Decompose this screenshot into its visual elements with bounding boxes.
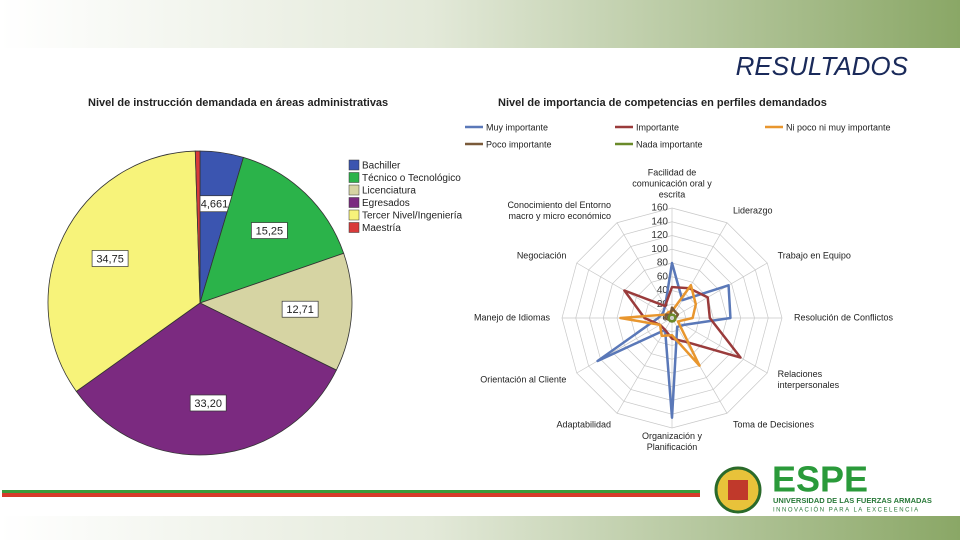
spoke xyxy=(671,262,768,319)
legend-label: Nada importante xyxy=(636,139,703,149)
value-label-box xyxy=(189,394,227,412)
axis-label: Adaptabilidad xyxy=(556,419,611,430)
legend-label: Muy importante xyxy=(486,122,548,132)
legend-label: Egresados xyxy=(362,198,410,209)
axis-label: Manejo de Idiomas xyxy=(473,312,550,323)
legend-label: Bachiller xyxy=(362,161,401,172)
axis-label: Toma de Decisiones xyxy=(733,419,815,430)
pie-title: Nivel de instrucción demandada en áreas … xyxy=(88,97,388,109)
legend-swatch xyxy=(348,222,360,233)
legend-swatch xyxy=(348,184,360,196)
radial-tick-label: 80 xyxy=(657,258,669,269)
radial-tick-label: 40 xyxy=(657,285,669,296)
legend-swatch xyxy=(348,159,360,171)
legend-label: Tercer Nivel/Ingeniería xyxy=(362,211,462,222)
footer-band xyxy=(0,516,960,540)
axis-label: Liderazgo xyxy=(733,205,773,216)
legend-label: Licenciatura xyxy=(362,186,416,197)
legend-label: Ni poco ni muy importante xyxy=(786,122,891,132)
logo-line1: UNIVERSIDAD DE LAS FUERZAS ARMADAS xyxy=(773,496,932,505)
legend-label: Poco importante xyxy=(486,139,552,149)
spoke xyxy=(616,222,673,319)
logo-name: ESPE xyxy=(772,459,868,500)
value-label: 15,25 xyxy=(256,225,284,237)
rule-red xyxy=(2,493,700,497)
series-line xyxy=(667,313,677,323)
spoke xyxy=(671,222,728,319)
value-label: 34,75 xyxy=(96,253,124,265)
rule-green xyxy=(2,490,700,493)
value-label: 4,661 xyxy=(201,199,229,211)
spoke xyxy=(616,317,673,414)
radial-tick-label: 140 xyxy=(651,216,668,227)
pie-slice xyxy=(75,302,337,456)
spoke xyxy=(576,317,673,374)
logo-line2: INNOVACIÓN PARA LA EXCELENCIA xyxy=(773,507,920,514)
axis-label: Trabajo en Equipo xyxy=(777,250,851,261)
axis-label: Organización y Planificación xyxy=(641,431,703,452)
series-line xyxy=(623,285,742,359)
radial-tick-label: 100 xyxy=(651,244,668,255)
value-label-box xyxy=(91,250,129,267)
slide-title: RESULTADOS xyxy=(736,51,909,81)
legend-swatch xyxy=(348,172,360,183)
axis-label: Orientación al Cliente xyxy=(480,374,567,385)
value-label: 33,20 xyxy=(194,398,222,410)
legend-label: Maestría xyxy=(362,223,401,234)
pie-slice xyxy=(194,150,201,304)
logo: ESPE UNIVERSIDAD DE LAS FUERZAS ARMADAS … xyxy=(714,459,932,514)
radial-tick-label: 160 xyxy=(651,203,668,214)
pie-slice xyxy=(47,150,201,392)
axis-label: Facilidad de comunicación oral y escrita xyxy=(632,167,712,200)
series-line xyxy=(596,261,732,419)
axis-label: Negociación xyxy=(516,250,567,261)
value-label-box xyxy=(251,222,288,239)
pie-slice xyxy=(198,252,353,371)
radial-tick-label: 120 xyxy=(651,230,668,241)
legend-swatch xyxy=(348,197,360,208)
legend-swatch xyxy=(348,209,360,221)
axis-label: Relaciones interpersonales xyxy=(777,369,840,390)
legend-label: Técnico o Tecnológico xyxy=(362,173,461,184)
spoke xyxy=(671,317,768,374)
radial-tick-label: 60 xyxy=(657,271,669,282)
axis-label: Conocimiento del Entorno macro y micro e… xyxy=(507,199,611,221)
radar-title: Nivel de importancia de competencias en … xyxy=(498,97,827,109)
legend-label: Importante xyxy=(636,122,679,132)
logo-shield xyxy=(728,480,748,500)
axis-label: Resolución de Conflictos xyxy=(794,312,894,323)
value-label-box xyxy=(281,300,319,318)
value-label: 12,71 xyxy=(286,304,314,316)
header-band xyxy=(0,0,960,48)
